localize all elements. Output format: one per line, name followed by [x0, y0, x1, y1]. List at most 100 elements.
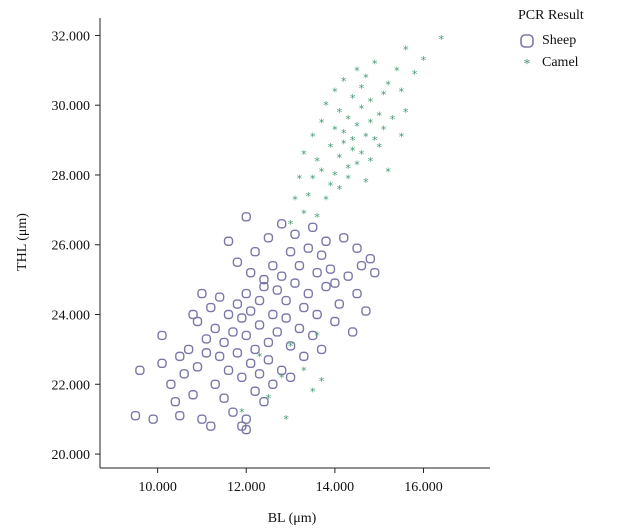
data-point-camel: *	[394, 64, 400, 77]
data-point-camel: *	[314, 211, 320, 224]
data-point-camel: *	[368, 96, 374, 109]
x-tick-label: 16.000	[404, 480, 443, 495]
data-point-sheep	[223, 309, 234, 320]
data-point-sheep	[148, 414, 158, 424]
data-point-sheep	[223, 236, 234, 246]
data-point-camel: *	[314, 155, 320, 168]
data-point-camel: *	[363, 131, 369, 144]
data-point-camel: *	[328, 179, 334, 192]
data-point-camel: *	[319, 117, 325, 130]
legend-title: PCR Result	[518, 8, 584, 23]
data-point-camel: *	[239, 406, 245, 419]
data-point-sheep	[277, 219, 287, 229]
data-point-sheep	[285, 247, 296, 257]
data-point-camel: *	[372, 57, 378, 70]
svg-text:*: *	[524, 57, 531, 72]
data-point-camel: *	[297, 172, 303, 185]
data-point-sheep	[250, 344, 260, 355]
data-point-camel: *	[310, 131, 316, 144]
data-point-camel: *	[314, 329, 320, 342]
legend-item-sheep: Sheep	[518, 30, 584, 52]
data-point-camel: *	[341, 75, 347, 88]
data-point-sheep	[330, 316, 340, 327]
y-tick-label: 20.000	[52, 448, 91, 463]
x-tick-label: 10.000	[138, 480, 177, 495]
data-point-sheep	[130, 410, 141, 421]
data-point-camel: *	[359, 103, 365, 116]
data-point-sheep	[281, 313, 291, 323]
data-point-sheep	[303, 288, 313, 299]
data-point-sheep	[268, 260, 278, 271]
data-point-camel: *	[350, 134, 356, 147]
data-point-camel: *	[301, 148, 307, 161]
data-point-camel: *	[399, 85, 405, 98]
data-point-camel: *	[403, 43, 409, 56]
data-point-sheep	[254, 320, 265, 330]
data-point-camel: *	[376, 110, 382, 123]
data-point-camel: *	[390, 113, 396, 126]
data-point-camel: *	[257, 350, 263, 363]
star-marker-icon: *	[524, 57, 531, 72]
data-point-camel: *	[319, 375, 325, 388]
data-point-sheep	[277, 365, 287, 376]
data-point-camel: *	[368, 155, 374, 168]
data-point-camel: *	[439, 33, 445, 46]
data-point-camel: *	[288, 218, 294, 231]
data-point-sheep	[192, 316, 203, 327]
data-point-sheep	[312, 309, 322, 320]
data-point-sheep	[321, 281, 331, 292]
data-point-sheep	[259, 281, 269, 292]
x-axis-label: BL (μm)	[268, 511, 317, 526]
data-point-sheep	[188, 309, 198, 320]
data-point-sheep	[347, 327, 358, 337]
data-point-sheep	[308, 330, 318, 341]
data-point-sheep	[321, 236, 331, 246]
data-point-sheep	[241, 288, 251, 299]
data-point-sheep	[183, 344, 194, 355]
data-point-sheep	[245, 358, 256, 369]
data-point-sheep	[232, 299, 243, 309]
data-point-sheep	[157, 330, 167, 341]
data-point-camel: *	[332, 85, 338, 98]
circle-marker-icon	[520, 34, 534, 48]
data-point-sheep	[241, 212, 251, 222]
data-point-sheep	[157, 358, 167, 369]
data-point-sheep	[290, 278, 300, 288]
data-point-camel: *	[385, 165, 391, 178]
data-point-sheep	[343, 271, 353, 281]
data-point-camel: *	[341, 138, 347, 151]
data-point-sheep	[294, 260, 305, 271]
data-point-camel: *	[301, 364, 307, 377]
data-point-sheep	[263, 233, 274, 243]
y-tick-label: 24.000	[52, 309, 91, 324]
data-point-camel: *	[319, 165, 325, 178]
data-point-camel: *	[345, 113, 351, 126]
y-tick-label: 22.000	[52, 378, 91, 393]
y-axis-ticks: 20.000 22.000 24.000 26.000 28.000 30.000 32.0…	[52, 29, 100, 463]
data-point-camel: *	[279, 371, 285, 384]
data-point-sheep	[241, 330, 251, 341]
data-point-sheep	[316, 250, 327, 260]
data-point-camel: *	[421, 54, 427, 67]
data-point-sheep	[370, 267, 380, 278]
data-point-sheep	[237, 372, 247, 383]
data-point-sheep	[219, 337, 229, 348]
data-point-camel: *	[381, 89, 387, 102]
y-tick-label: 30.000	[52, 99, 91, 114]
data-point-sheep	[352, 243, 362, 253]
x-axis-ticks: 10.000 12.000 14.000 16.000	[138, 468, 443, 495]
data-point-sheep	[272, 285, 282, 295]
data-point-sheep	[166, 379, 176, 389]
data-point-sheep	[192, 362, 203, 372]
data-point-sheep	[223, 365, 234, 376]
data-point-sheep	[214, 292, 225, 302]
x-tick-label: 14.000	[316, 480, 355, 495]
data-point-sheep	[308, 222, 318, 233]
data-point-camel: *	[323, 193, 329, 206]
data-point-sheep	[303, 243, 313, 253]
data-point-camel: *	[332, 169, 338, 182]
data-point-camel: *	[350, 92, 356, 105]
data-point-sheep	[250, 247, 260, 257]
data-point-sheep	[170, 397, 181, 407]
data-point-camel: *	[363, 71, 369, 84]
